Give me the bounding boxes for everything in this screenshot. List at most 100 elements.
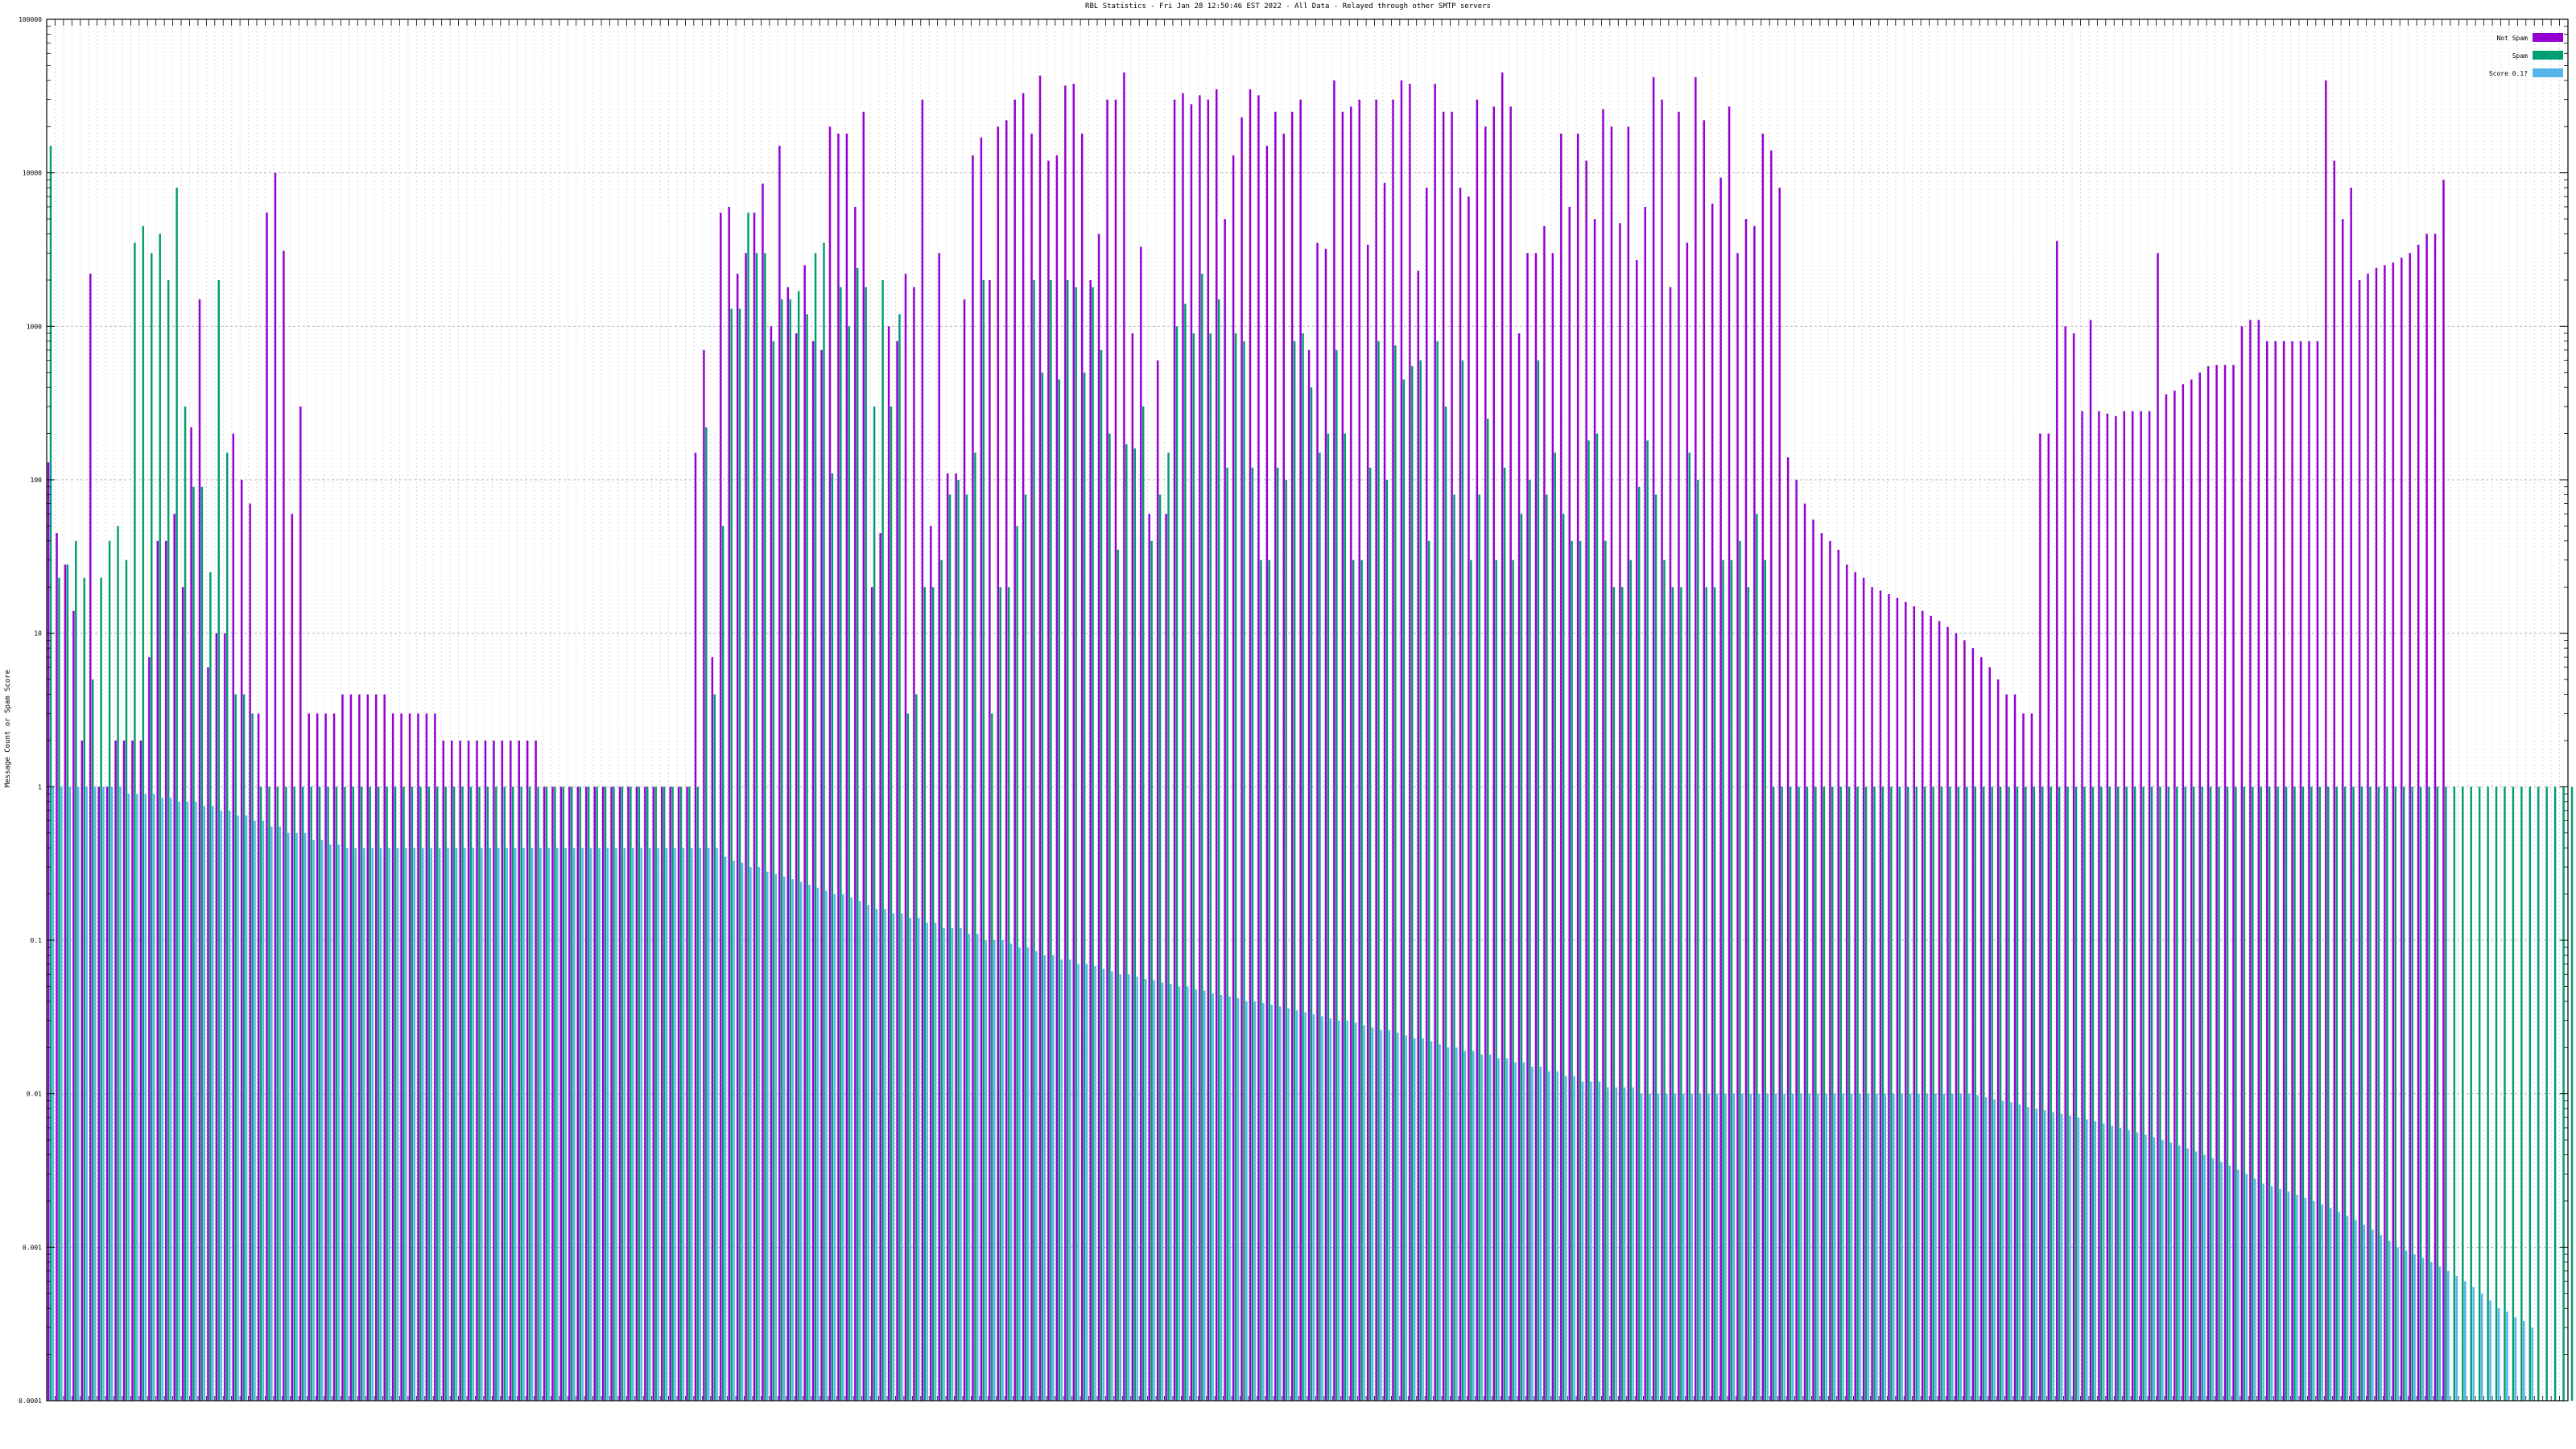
bar-not-spam [97,786,100,1401]
bar-spam [1637,486,1641,1402]
bar-not-spam [1602,109,1604,1402]
bar-not-spam [535,740,537,1401]
bar-spam [200,486,204,1402]
bar-not-spam [80,740,84,1401]
bar-spam [1520,514,1523,1402]
bar-score-0-1- [682,848,685,1401]
bar-score-0-1- [287,832,290,1401]
bar-spam [931,587,935,1401]
bar-spam [1705,587,1707,1401]
bar-score-0-1- [657,848,659,1401]
bar-spam [537,786,539,1401]
bar-not-spam [1812,519,1814,1401]
bar-spam [2352,786,2355,1401]
bar-not-spam [585,786,588,1401]
bar-score-0-1- [2363,1224,2366,1401]
bar-score-0-1- [2060,1113,2063,1401]
bar-not-spam [1585,160,1587,1401]
bar-not-spam [1501,72,1504,1401]
bar-not-spam [1434,84,1436,1402]
bar-score-0-1- [455,848,458,1401]
bar-not-spam [181,587,184,1401]
bar-not-spam [946,473,949,1401]
bar-not-spam [1265,146,1269,1402]
bar-not-spam [1400,80,1403,1401]
bar-spam [1478,494,1481,1401]
bar-spam [1554,452,1556,1401]
bar-not-spam [2030,713,2033,1401]
bar-not-spam [1871,587,1873,1401]
bar-score-0-1- [1136,976,1138,1401]
bar-score-0-1- [1405,1035,1407,1401]
bar-spam [226,452,229,1401]
bar-spam [562,786,565,1401]
bar-spam [1663,559,1666,1401]
bar-score-0-1- [1951,1093,1954,1401]
bar-spam [217,279,221,1401]
bar-spam [1814,786,1817,1401]
bar-score-0-1- [1236,997,1240,1401]
bar-score-0-1- [1228,996,1231,1401]
bar-score-0-1- [2480,1293,2483,1401]
bar-spam [1756,514,1758,1402]
bar-not-spam [56,533,58,1401]
bar-spam [1217,299,1220,1402]
bar-spam [125,559,128,1401]
bar-not-spam [1375,99,1377,1401]
bar-score-0-1- [1741,1093,1744,1401]
bar-spam [630,786,632,1401]
bar-not-spam [938,253,940,1402]
bar-spam [1562,514,1565,1402]
bar-score-0-1- [1632,1087,1634,1401]
bar-spam [2445,786,2447,1401]
bar-not-spam [2056,241,2058,1401]
bar-spam [2529,786,2532,1401]
bar-spam [234,694,237,1401]
bar-spam [142,225,145,1401]
bar-score-0-1- [1153,980,1155,1401]
bar-spam [730,308,733,1401]
bar-spam [2252,786,2254,1401]
bar-spam [1537,360,1540,1401]
bar-score-0-1- [2203,1154,2206,1401]
bar-score-0-1- [379,848,382,1401]
bar-score-0-1- [598,848,601,1401]
bar-score-0-1- [1598,1081,1601,1401]
bar-score-0-1- [2237,1170,2240,1401]
bar-not-spam [2089,320,2092,1401]
bar-score-0-1- [203,806,206,1401]
bar-spam [696,786,700,1401]
bar-score-0-1- [2228,1165,2231,1401]
bar-not-spam [1072,84,1075,1402]
bar-spam [1982,786,1985,1401]
bar-score-0-1- [2178,1145,2181,1401]
bar-spam [1394,345,1397,1401]
bar-not-spam [593,786,596,1401]
bar-score-0-1- [539,848,542,1401]
bar-score-0-1- [161,797,163,1401]
bar-spam [1932,786,1934,1401]
bar-spam [301,786,304,1401]
bar-not-spam [1946,626,1949,1401]
bar-spam [2117,786,2120,1401]
bar-score-0-1- [2194,1151,2198,1401]
bar-not-spam [1358,99,1360,1401]
bar-spam [2335,786,2338,1401]
bar-score-0-1- [648,848,651,1401]
bar-spam [915,694,918,1401]
bar-spam [1856,786,1859,1401]
bar-score-0-1- [1253,1001,1257,1401]
bar-spam [108,540,111,1401]
bar-score-0-1- [816,887,819,1401]
bar-score-0-1- [1749,1093,1752,1401]
bar-spam [613,786,615,1401]
bar-not-spam [703,349,705,1402]
bar-spam [604,786,607,1401]
bar-spam [1192,333,1195,1402]
bar-not-spam [2401,258,2403,1401]
bar-spam [654,786,657,1401]
bar-spam [1016,526,1018,1401]
bar-score-0-1- [1884,1093,1887,1401]
bar-not-spam [1199,95,1201,1401]
bar-score-0-1- [1623,1087,1626,1401]
